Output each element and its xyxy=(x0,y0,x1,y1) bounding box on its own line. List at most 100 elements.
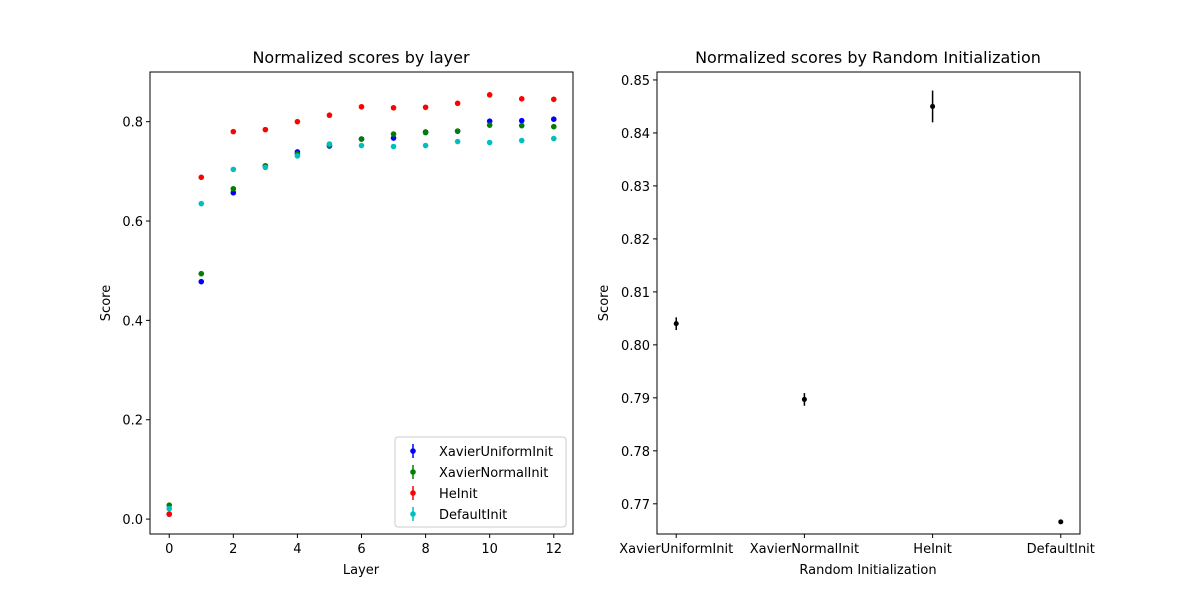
data-point xyxy=(358,142,365,149)
y-tick-label: 0.0 xyxy=(122,513,143,528)
data-point xyxy=(422,142,429,149)
data-point xyxy=(390,131,397,137)
data-point xyxy=(801,396,807,402)
y-tick-label: 0.81 xyxy=(621,286,650,301)
y-tick-label: 0.79 xyxy=(621,392,650,407)
x-axis-ticks: XavierUniformInit XavierNormalInit HeInit D… xyxy=(619,534,1095,557)
data-point xyxy=(198,174,205,181)
data-point xyxy=(166,511,173,517)
data-point xyxy=(262,126,269,133)
data-point xyxy=(262,164,269,171)
data-point xyxy=(198,278,205,285)
chart-title: Normalized scores by layer xyxy=(252,48,470,67)
data-point xyxy=(390,135,397,141)
legend-marker-swatch xyxy=(410,448,416,454)
data-point xyxy=(518,122,525,129)
y-axis-label: Score xyxy=(597,285,612,321)
data-point xyxy=(454,128,461,134)
data-point xyxy=(550,135,557,142)
data-point xyxy=(326,112,333,119)
data-point xyxy=(166,505,173,512)
data-point xyxy=(486,139,493,146)
data-point xyxy=(390,104,397,111)
data-point xyxy=(550,96,557,103)
data-point xyxy=(486,118,493,124)
data-point xyxy=(358,136,365,142)
y-tick-label: 0.2 xyxy=(122,414,143,429)
y-tick-label: 0.83 xyxy=(621,180,650,195)
x-tick-label: 2 xyxy=(229,542,237,557)
chart-normalized-scores-by-random-initialization: Normalized scores by Random Initializati… xyxy=(597,48,1095,578)
x-axis-label: Layer xyxy=(343,563,380,578)
legend-frame xyxy=(394,436,567,528)
legend-entry: XavierUniformInit xyxy=(410,444,553,460)
y-tick-label: 0.78 xyxy=(621,445,650,460)
data-point xyxy=(198,270,205,277)
x-tick-label: 12 xyxy=(545,542,562,557)
data-point xyxy=(1058,519,1064,525)
data-point xyxy=(550,123,557,130)
data-point xyxy=(486,122,493,128)
y-tick-label: 0.84 xyxy=(621,127,650,142)
x-tick-label: 8 xyxy=(421,542,429,557)
data-point xyxy=(518,96,525,102)
x-tick-label: 0 xyxy=(165,542,173,557)
data-point xyxy=(294,153,301,159)
data-point xyxy=(198,200,205,207)
data-point xyxy=(930,103,936,109)
y-axis-ticks: 0.77 0.78 0.79 0.80 0.81 0.82 0.83 0.84 0.85 xyxy=(621,74,657,513)
x-tick-label: XavierUniformInit xyxy=(619,542,733,557)
x-tick-label: XavierNormalInit xyxy=(750,542,859,557)
y-tick-label: 0.8 xyxy=(122,116,143,131)
legend-entries: XavierUniformInit XavierNormalInit HeInit D… xyxy=(410,444,553,523)
legend-entry: HeInit xyxy=(410,486,478,502)
data-point xyxy=(390,143,397,150)
x-tick-label: 6 xyxy=(357,542,365,557)
legend-marker-swatch xyxy=(410,490,416,496)
data-point xyxy=(230,189,237,196)
x-tick-label: HeInit xyxy=(913,542,952,557)
x-tick-label: DefaultInit xyxy=(1027,542,1095,557)
legend-label: XavierNormalInit xyxy=(439,466,548,481)
y-tick-label: 0.85 xyxy=(621,74,650,89)
y-axis-ticks: 0.0 0.2 0.4 0.6 0.8 xyxy=(122,116,150,528)
y-axis-label: Score xyxy=(99,285,114,321)
x-axis-ticks: 0 2 4 6 8 10 12 xyxy=(165,534,562,557)
legend: XavierUniformInit XavierNormalInit HeInit D… xyxy=(394,436,567,528)
chart-normalized-scores-by-layer: Normalized scores by layer 0 2 4 6 8 10 12 0.0… xyxy=(99,48,574,578)
legend-marker-swatch xyxy=(410,511,416,517)
y-tick-label: 0.77 xyxy=(621,498,650,513)
data-point xyxy=(326,141,333,147)
plot-area-marks xyxy=(673,90,1064,525)
data-point xyxy=(550,116,557,122)
y-tick-label: 0.82 xyxy=(621,233,650,248)
axes-frame xyxy=(656,71,1081,535)
data-point xyxy=(518,117,525,124)
data-point xyxy=(486,92,493,98)
x-axis-label: Random Initialization xyxy=(799,563,936,578)
legend-label: DefaultInit xyxy=(439,508,507,523)
data-point xyxy=(673,321,679,327)
data-point xyxy=(358,103,365,110)
y-tick-label: 0.80 xyxy=(621,339,650,354)
x-tick-label: 10 xyxy=(481,542,498,557)
data-point xyxy=(518,137,525,144)
data-point xyxy=(230,185,237,192)
legend-entry: DefaultInit xyxy=(410,507,507,523)
data-point xyxy=(454,138,461,145)
data-point xyxy=(422,129,429,136)
data-point xyxy=(294,118,301,125)
data-point xyxy=(422,104,429,111)
legend-marker-swatch xyxy=(410,469,416,475)
chart-title: Normalized scores by Random Initializati… xyxy=(695,48,1041,67)
data-point xyxy=(454,100,461,107)
y-tick-label: 0.6 xyxy=(122,215,143,230)
legend-entry: XavierNormalInit xyxy=(410,465,548,481)
data-point xyxy=(230,128,237,135)
data-point xyxy=(230,166,237,173)
legend-label: HeInit xyxy=(439,487,478,502)
legend-label: XavierUniformInit xyxy=(439,445,553,460)
plot-area-marks xyxy=(166,92,557,517)
y-tick-label: 0.4 xyxy=(122,314,143,329)
